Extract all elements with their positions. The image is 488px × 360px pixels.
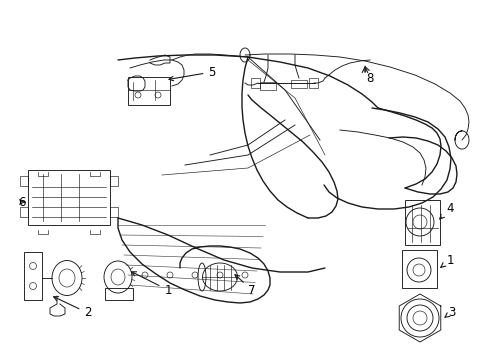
Bar — [110, 207, 118, 217]
Text: 5: 5 — [169, 66, 215, 81]
Bar — [128, 77, 170, 105]
Bar — [105, 288, 133, 300]
Text: 1: 1 — [440, 253, 453, 267]
Text: 4: 4 — [439, 202, 453, 219]
Bar — [250, 78, 260, 88]
Text: 1: 1 — [131, 272, 171, 297]
Bar — [308, 78, 317, 88]
Bar — [110, 176, 118, 186]
Bar — [24, 252, 42, 300]
Bar — [28, 170, 110, 225]
Bar — [404, 200, 439, 245]
Text: 6: 6 — [18, 195, 26, 208]
Text: 2: 2 — [54, 297, 92, 320]
Text: 7: 7 — [235, 275, 255, 297]
Bar — [20, 176, 28, 186]
Bar — [260, 82, 275, 90]
Bar — [20, 207, 28, 217]
Bar — [401, 250, 436, 288]
Text: 3: 3 — [444, 306, 455, 319]
Bar — [290, 80, 306, 88]
Text: 8: 8 — [365, 66, 373, 85]
